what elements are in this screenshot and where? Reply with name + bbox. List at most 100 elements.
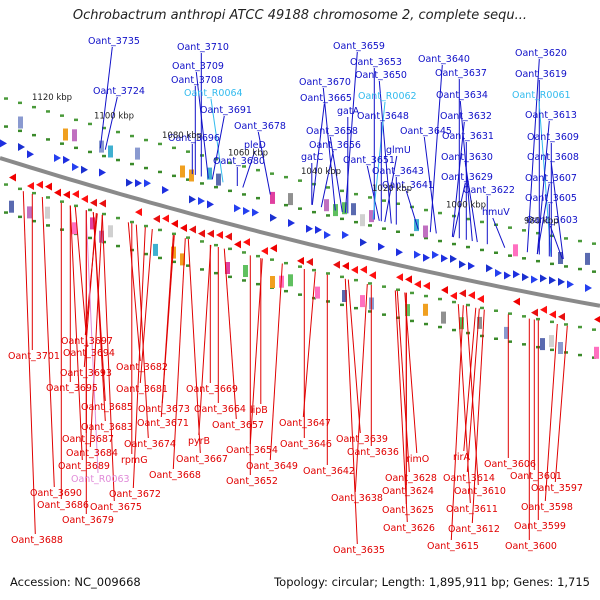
upper-gene-label[interactable]: Oant_3613 xyxy=(525,110,577,121)
lower-gene-label[interactable]: Oant_3682 xyxy=(116,362,168,373)
lower-gene-label[interactable]: Oant_3669 xyxy=(186,384,238,395)
lower-gene-label[interactable]: Oant_3679 xyxy=(62,515,114,526)
upper-gene-label[interactable]: gatC xyxy=(301,152,324,163)
upper-gene-label[interactable]: Oant_3643 xyxy=(372,166,424,177)
upper-gene-label[interactable]: Oant_3658 xyxy=(306,126,358,137)
lower-gene-label[interactable]: Oant_3693 xyxy=(60,368,112,379)
lower-gene-label[interactable]: rpmG xyxy=(121,455,148,466)
lower-gene-label[interactable]: Oant_3610 xyxy=(454,486,506,497)
upper-gene-label[interactable]: glmU xyxy=(386,145,411,156)
lower-gene-label[interactable]: Oant_3664 xyxy=(194,404,246,415)
upper-gene-label[interactable]: Oant_3709 xyxy=(172,61,224,72)
upper-gene-label[interactable]: Oant_3665 xyxy=(300,93,352,104)
upper-gene-label[interactable]: Oant_3622 xyxy=(463,185,515,196)
lower-gene-label[interactable]: Oant_3606 xyxy=(484,459,536,470)
lower-gene-label[interactable]: lipB xyxy=(250,405,268,416)
upper-gene-label[interactable]: Oant_3653 xyxy=(350,57,402,68)
lower-gene-label[interactable]: Oant_3624 xyxy=(382,486,434,497)
upper-gene-label[interactable]: gatA xyxy=(337,106,360,117)
lower-gene-label[interactable]: Oant_3688 xyxy=(11,535,63,546)
lower-gene-label[interactable]: Oant_3599 xyxy=(514,521,566,532)
upper-gene-label[interactable]: Oant_3631 xyxy=(442,131,494,142)
upper-gene-label[interactable]: Oant_3670 xyxy=(299,77,351,88)
lower-gene-label[interactable]: Oant_3686 xyxy=(37,500,89,511)
lower-gene-label[interactable]: Oant_3667 xyxy=(176,454,228,465)
upper-gene-label[interactable]: Oant_3634 xyxy=(436,90,488,101)
lower-gene-label[interactable]: Oant_3649 xyxy=(246,461,298,472)
upper-gene-label[interactable]: Oant_3680 xyxy=(213,156,265,167)
upper-gene-label[interactable]: Oant_R0061 xyxy=(512,90,571,101)
lower-gene-label[interactable]: Oant_3639 xyxy=(336,434,388,445)
upper-gene-label[interactable]: Oant_3645 xyxy=(400,126,452,137)
lower-gene-label[interactable]: Oant_3701 xyxy=(8,351,60,362)
upper-gene-label[interactable]: Oant_3650 xyxy=(355,70,407,81)
lower-gene-label[interactable]: Oant_3683 xyxy=(81,422,133,433)
lower-gene-label[interactable]: Oant_3626 xyxy=(383,523,435,534)
lower-gene-label[interactable]: Oant_3695 xyxy=(46,383,98,394)
upper-gene-label[interactable]: Oant_3651 xyxy=(343,155,395,166)
lower-gene-label[interactable]: Oant_3689 xyxy=(58,461,110,472)
upper-gene-label[interactable]: Oant_R0064 xyxy=(184,88,243,99)
lower-gene-label[interactable]: pyrB xyxy=(188,436,210,447)
upper-gene-label[interactable]: Oant_R0062 xyxy=(358,91,417,102)
lower-gene-label[interactable]: Oant_3635 xyxy=(333,545,385,556)
lower-gene-label[interactable]: Oant_3694 xyxy=(63,348,115,359)
upper-gene-label[interactable]: Oant_3648 xyxy=(357,111,409,122)
upper-gene-label[interactable]: Oant_3619 xyxy=(515,69,567,80)
upper-gene-label[interactable]: Oant_3632 xyxy=(440,111,492,122)
upper-gene-label[interactable]: Oant_3710 xyxy=(177,42,229,53)
lower-gene-label[interactable]: Oant_3685 xyxy=(81,402,133,413)
upper-gene-label[interactable]: Oant_3724 xyxy=(93,86,145,97)
upper-gene-label[interactable]: Oant_3630 xyxy=(441,152,493,163)
upper-gene-label[interactable]: Oant_3620 xyxy=(515,48,567,59)
lower-gene-label[interactable]: Oant_3615 xyxy=(427,541,479,552)
upper-gene-label[interactable]: Oant_3659 xyxy=(333,41,385,52)
lower-gene-label[interactable]: Oant_3647 xyxy=(279,418,331,429)
lower-gene-label[interactable]: Oant_3628 xyxy=(385,473,437,484)
lower-gene-label[interactable]: Oant_3690 xyxy=(30,488,82,499)
lower-gene-label[interactable]: Oant_3671 xyxy=(137,418,189,429)
lower-gene-label[interactable]: Oant_3636 xyxy=(347,447,399,458)
lower-gene-label[interactable]: Oant_3597 xyxy=(531,483,583,494)
upper-gene-label[interactable]: Oant_3708 xyxy=(171,75,223,86)
upper-gene-label[interactable]: Oant_3640 xyxy=(418,54,470,65)
lower-gene-label[interactable]: Oant_3697 xyxy=(61,336,113,347)
upper-gene-label[interactable]: Oant_3691 xyxy=(200,105,252,116)
lower-gene-label[interactable]: Oant_3614 xyxy=(443,473,495,484)
upper-gene-label[interactable]: Oant_3637 xyxy=(435,68,487,79)
lower-gene-label[interactable]: Oant_3668 xyxy=(149,470,201,481)
upper-gene-label[interactable]: Oant_3696 xyxy=(168,133,220,144)
lower-gene-label[interactable]: Oant_3674 xyxy=(124,439,176,450)
upper-gene-label[interactable]: Oant_3735 xyxy=(88,36,140,47)
lower-gene-label[interactable]: Oant_3654 xyxy=(226,445,278,456)
upper-gene-label[interactable]: Oant_3608 xyxy=(527,152,579,163)
upper-gene-label[interactable]: Oant_3603 xyxy=(526,215,578,226)
lower-gene-label[interactable]: Oant_3638 xyxy=(331,493,383,504)
lower-gene-label[interactable]: Oant_3681 xyxy=(116,384,168,395)
lower-gene-label[interactable]: Oant_3675 xyxy=(90,502,142,513)
lower-gene-label[interactable]: Oant_3625 xyxy=(382,505,434,516)
upper-gene-label[interactable]: Oant_3678 xyxy=(234,121,286,132)
lower-gene-label[interactable]: Oant_3600 xyxy=(505,541,557,552)
lower-gene-label[interactable]: Oant_3684 xyxy=(66,448,118,459)
lower-gene-label[interactable]: Oant_3611 xyxy=(446,504,498,515)
upper-gene-label[interactable]: Oant_3607 xyxy=(525,173,577,184)
upper-gene-label[interactable]: Oant_3605 xyxy=(525,193,577,204)
lower-gene-label[interactable]: Oant_3642 xyxy=(303,466,355,477)
upper-gene-label[interactable]: pleD xyxy=(244,140,266,151)
lower-gene-label[interactable]: rirA xyxy=(453,452,470,463)
lower-gene-label[interactable]: Oant_3657 xyxy=(212,420,264,431)
lower-gene-label[interactable]: Oant_3598 xyxy=(521,502,573,513)
lower-gene-label[interactable]: Oant_3652 xyxy=(226,476,278,487)
lower-gene-label[interactable]: Oant_3646 xyxy=(280,439,332,450)
upper-gene-label[interactable]: hmuV xyxy=(482,207,510,218)
lower-gene-label[interactable]: Oant_3601 xyxy=(510,471,562,482)
lower-gene-label[interactable]: Oant_3673 xyxy=(138,404,190,415)
lower-gene-label[interactable]: Oant_3687 xyxy=(62,434,114,445)
lower-gene-label[interactable]: Oant_3612 xyxy=(448,524,500,535)
lower-gene-label[interactable]: Oant_3672 xyxy=(109,489,161,500)
lower-gene-label[interactable]: rimO xyxy=(406,454,429,465)
upper-gene-label[interactable]: Oant_3629 xyxy=(441,172,493,183)
upper-gene-label[interactable]: Oant_3641 xyxy=(382,180,434,191)
lower-gene-label[interactable]: Oant_R0063 xyxy=(71,474,130,485)
